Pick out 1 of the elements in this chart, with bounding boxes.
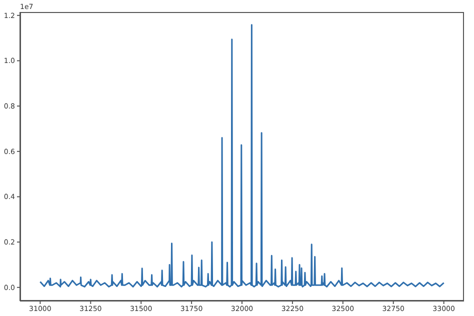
line-series (39, 24, 445, 288)
